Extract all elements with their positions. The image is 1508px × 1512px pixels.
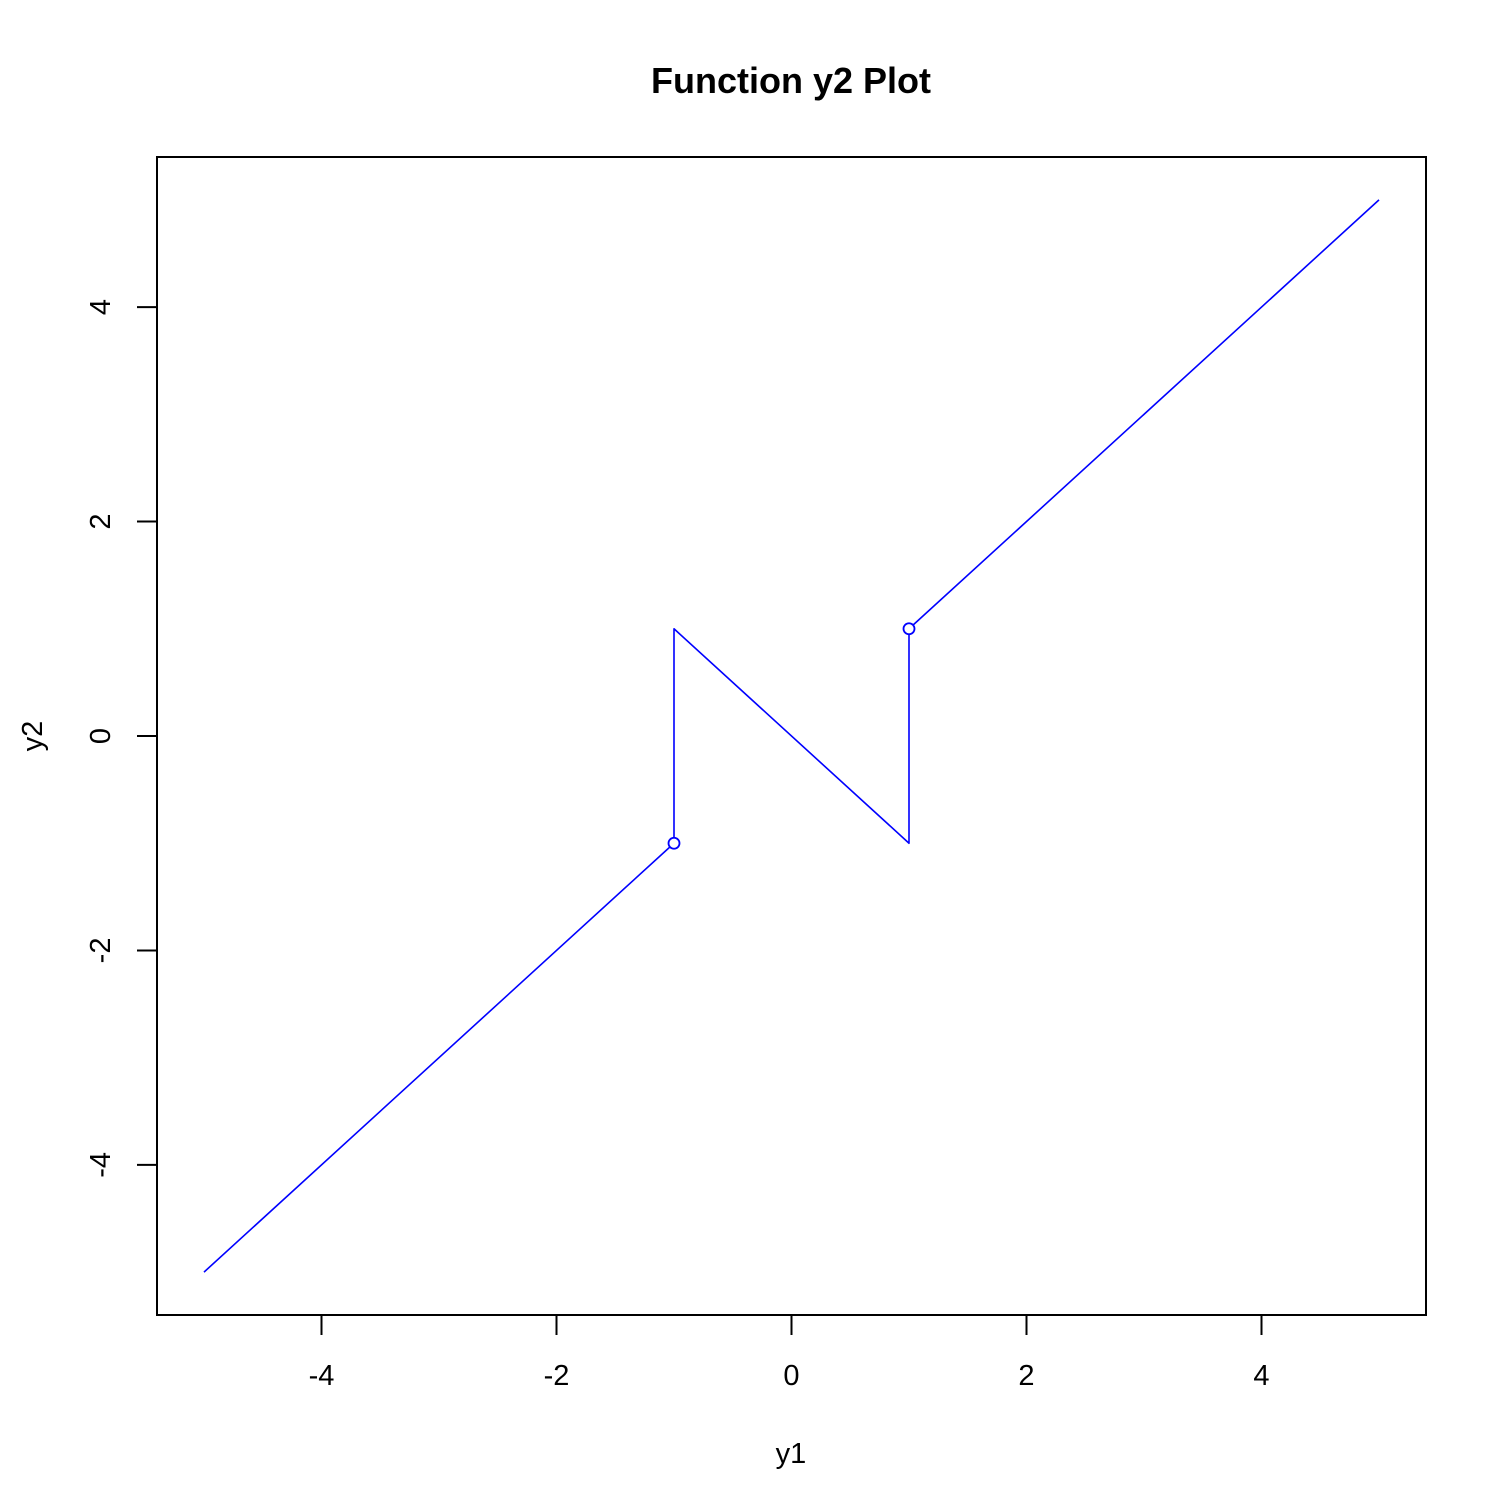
x-tick-label: 2 [1018,1360,1034,1392]
open-point [902,622,916,636]
y-tick-label: 2 [85,513,117,529]
y-tick-label: 0 [85,728,117,744]
y-axis-label: y2 [17,721,49,752]
open-points [667,622,916,850]
x-tick-label: 0 [783,1360,799,1392]
y-tick-label: 4 [85,299,117,315]
y-axis: -4 -2 0 2 4 [85,299,158,1178]
data-series [203,199,1380,1273]
x-axis: -4 -2 0 2 4 [309,1314,1270,1392]
chart-title: Function y2 Plot [651,60,931,101]
x-axis-label: y1 [776,1438,807,1470]
y-tick-label: -4 [85,1152,117,1178]
x-tick-label: -4 [309,1360,335,1392]
series-line [203,199,1380,1273]
x-tick-label: -2 [544,1360,570,1392]
y-tick-label: -2 [85,938,117,964]
open-point [667,836,681,850]
x-tick-label: 4 [1253,1360,1269,1392]
